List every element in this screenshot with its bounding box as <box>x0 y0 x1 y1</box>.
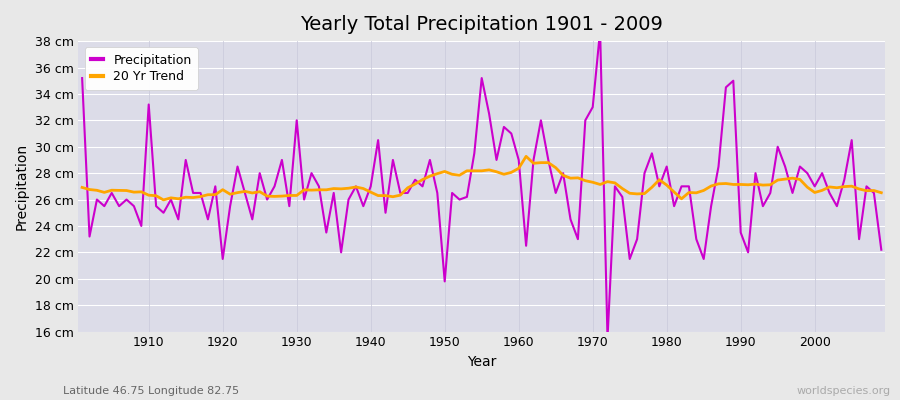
Text: worldspecies.org: worldspecies.org <box>796 386 891 396</box>
20 Yr Trend <box>521 154 532 159</box>
Line: Precipitation: Precipitation <box>82 30 881 338</box>
Line: 20 Yr Trend: 20 Yr Trend <box>82 156 881 200</box>
20 Yr Trend <box>306 188 317 192</box>
20 Yr Trend <box>616 186 627 191</box>
Precipitation <box>76 76 87 80</box>
20 Yr Trend <box>876 190 886 195</box>
Precipitation <box>299 197 310 202</box>
Precipitation <box>616 194 627 199</box>
20 Yr Trend <box>350 184 361 189</box>
X-axis label: Year: Year <box>467 355 497 369</box>
Precipitation <box>595 28 606 33</box>
Legend: Precipitation, 20 Yr Trend: Precipitation, 20 Yr Trend <box>85 47 198 90</box>
Precipitation <box>343 197 354 202</box>
20 Yr Trend <box>513 166 524 171</box>
20 Yr Trend <box>136 190 147 194</box>
Y-axis label: Precipitation: Precipitation <box>15 143 29 230</box>
Precipitation <box>513 158 524 162</box>
20 Yr Trend <box>76 185 87 190</box>
Title: Yearly Total Precipitation 1901 - 2009: Yearly Total Precipitation 1901 - 2009 <box>301 15 663 34</box>
Precipitation <box>506 131 517 136</box>
Precipitation <box>876 247 886 252</box>
Precipitation <box>602 336 613 340</box>
Text: Latitude 46.75 Longitude 82.75: Latitude 46.75 Longitude 82.75 <box>63 386 239 396</box>
Precipitation <box>136 224 147 228</box>
20 Yr Trend <box>528 161 539 166</box>
20 Yr Trend <box>158 198 169 202</box>
